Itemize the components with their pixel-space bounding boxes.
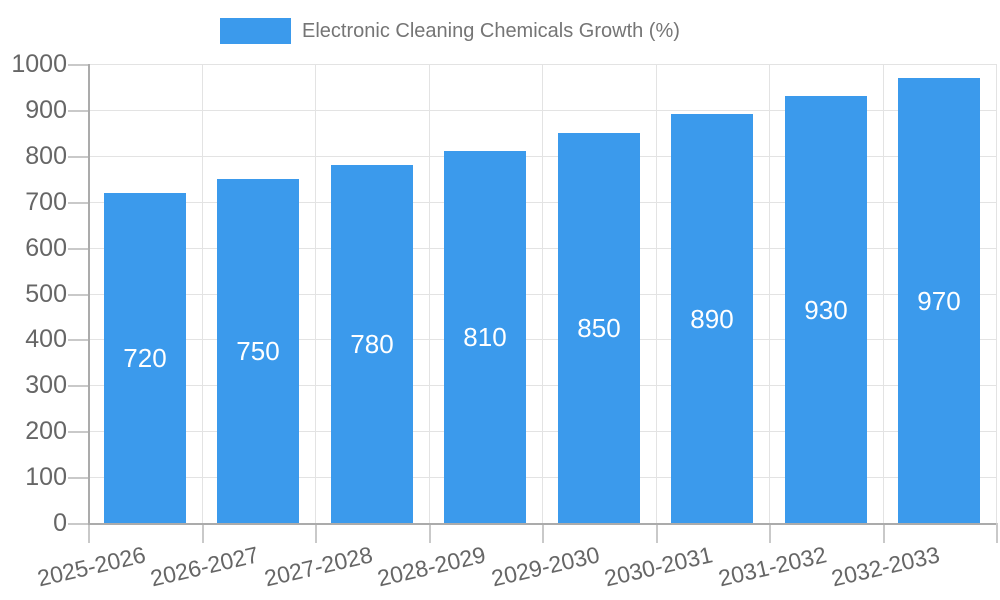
y-axis-tick-mark [68, 385, 88, 387]
y-axis-tick-mark [68, 431, 88, 433]
x-axis-tick-mark [769, 523, 771, 543]
y-axis-line [88, 64, 90, 523]
x-axis-tick-mark [656, 523, 658, 543]
x-axis-tick-mark [996, 523, 998, 543]
x-tick-label: 2028-2029 [375, 541, 489, 592]
x-axis-tick-mark [883, 523, 885, 543]
y-tick-label: 0 [53, 509, 67, 537]
y-tick-label: 800 [25, 142, 67, 170]
bar-value-label: 750 [236, 336, 280, 366]
x-tick-label: 2029-2030 [488, 541, 602, 592]
y-tick-label: 900 [25, 96, 67, 124]
x-axis-tick-mark [542, 523, 544, 543]
gridline-vertical [542, 64, 543, 523]
bar[interactable] [217, 179, 299, 523]
x-tick-label: 2030-2031 [602, 541, 716, 592]
chart-legend[interactable]: Electronic Cleaning Chemicals Growth (%) [220, 16, 680, 46]
gridline-vertical [883, 64, 884, 523]
x-tick-label: 2027-2028 [261, 541, 375, 592]
x-axis-tick-mark [315, 523, 317, 543]
y-tick-label: 500 [25, 280, 67, 308]
bar-value-label: 890 [690, 303, 734, 334]
x-axis-line [88, 523, 996, 525]
bar[interactable] [331, 165, 413, 523]
gridline-vertical [315, 64, 316, 523]
legend-color-swatch[interactable] [220, 18, 291, 44]
y-axis-tick-mark [68, 523, 88, 525]
x-axis-tick-mark [202, 523, 204, 543]
y-tick-label: 100 [25, 463, 67, 491]
bar-value-label: 850 [577, 313, 621, 343]
y-tick-label: 600 [25, 234, 67, 262]
y-tick-label: 1000 [11, 50, 67, 78]
bar[interactable] [785, 96, 867, 523]
x-tick-label: 2026-2027 [148, 541, 262, 592]
bar-value-label: 720 [123, 343, 167, 373]
bar-value-label: 780 [350, 329, 394, 359]
y-tick-label: 300 [25, 371, 67, 399]
x-axis-tick-mark [429, 523, 431, 543]
legend-label: Electronic Cleaning Chemicals Growth (%) [302, 19, 680, 42]
x-tick-label: 2032-2033 [829, 541, 943, 592]
y-axis-tick-mark [68, 294, 88, 296]
bar-value-label: 810 [463, 322, 507, 352]
bar[interactable] [671, 114, 753, 523]
x-axis-tick-mark [88, 523, 90, 543]
gridline-vertical [429, 64, 430, 523]
x-tick-label: 2031-2032 [715, 541, 829, 592]
gridline-vertical [202, 64, 203, 523]
x-tick-label: 2025-2026 [34, 541, 148, 592]
y-tick-label: 400 [25, 325, 67, 353]
bar-value-label: 930 [804, 294, 848, 325]
y-tick-label: 700 [25, 188, 67, 216]
y-axis-tick-mark [68, 477, 88, 479]
y-tick-label: 200 [25, 417, 67, 445]
y-axis-tick-mark [68, 248, 88, 250]
bar[interactable] [898, 78, 980, 523]
y-axis-tick-mark [68, 202, 88, 204]
gridline-vertical [656, 64, 657, 523]
bar[interactable] [104, 193, 186, 523]
y-axis-tick-mark [68, 64, 88, 66]
bar[interactable] [444, 151, 526, 523]
gridline-vertical [996, 64, 997, 523]
bar-value-label: 970 [917, 285, 961, 316]
y-axis-tick-mark [68, 110, 88, 112]
y-axis-tick-mark [68, 339, 88, 341]
y-axis-tick-mark [68, 156, 88, 158]
gridline-vertical [769, 64, 770, 523]
bar[interactable] [558, 133, 640, 523]
